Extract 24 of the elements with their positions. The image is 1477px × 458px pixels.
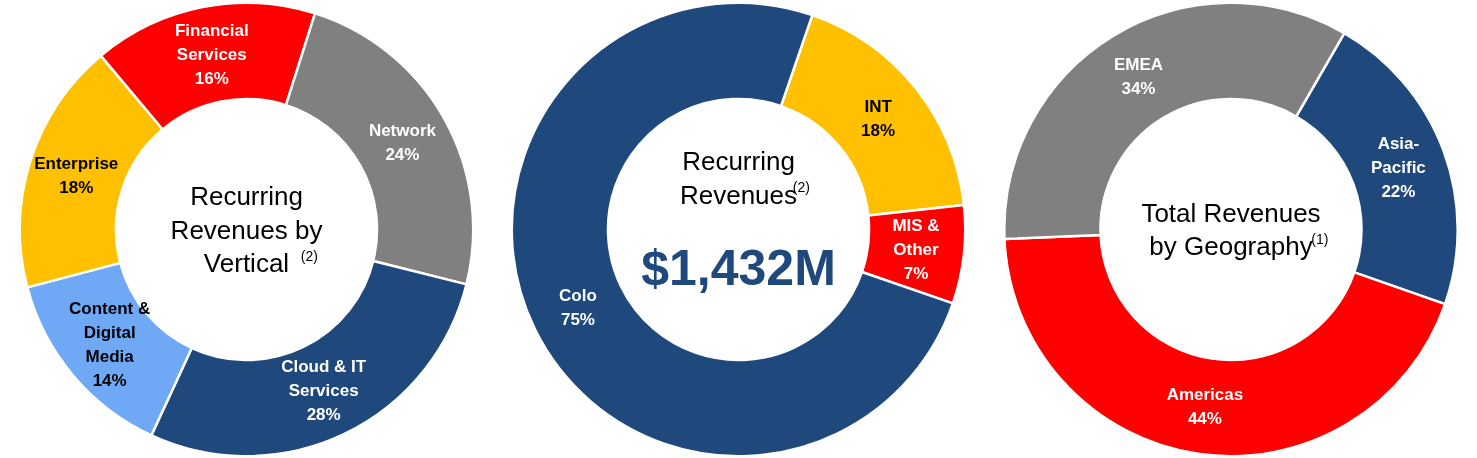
slice-label: Enterprise bbox=[34, 153, 119, 173]
slice-label: Financial Services bbox=[174, 20, 249, 64]
slice-label: Cloud & IT Services bbox=[281, 357, 367, 401]
data-label: 7% bbox=[903, 263, 929, 283]
data-label: 28% bbox=[306, 405, 341, 425]
data-label: 44% bbox=[1187, 408, 1222, 428]
slice-label: Asia-Pacific bbox=[1371, 133, 1426, 177]
data-label: 18% bbox=[59, 178, 94, 198]
slice-label: Network bbox=[368, 120, 437, 140]
slice-label: INT bbox=[864, 96, 893, 116]
data-label: 18% bbox=[861, 120, 896, 140]
text: Recurring Revenues by Vertical(2) bbox=[170, 180, 323, 279]
slice-label: EMEA bbox=[1113, 55, 1164, 75]
slice-label: MIS & Other bbox=[892, 215, 940, 259]
data-label: 75% bbox=[560, 310, 595, 330]
data-label: 34% bbox=[1121, 79, 1156, 99]
data-label: 24% bbox=[385, 144, 420, 164]
slice-label: Colo bbox=[559, 286, 597, 306]
data-label: 22% bbox=[1381, 181, 1416, 201]
slice-label: Content & Digital Media bbox=[69, 298, 151, 366]
data-label: 16% bbox=[194, 68, 229, 88]
data-label: 14% bbox=[92, 370, 127, 390]
text: $1,432M bbox=[641, 240, 836, 297]
slice-label: Americas bbox=[1166, 384, 1244, 404]
